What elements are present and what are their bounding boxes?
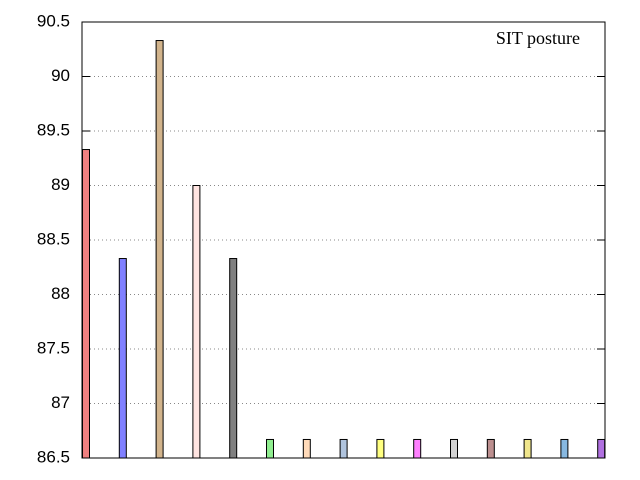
bar: [155, 40, 164, 459]
y-tick-label: 90: [51, 66, 70, 85]
bar: [486, 438, 495, 459]
bar: [376, 438, 385, 459]
y-tick-label: 87.5: [37, 338, 70, 357]
y-tick-label: 88: [51, 284, 70, 303]
bar: [118, 258, 127, 459]
y-tick-label: 89.5: [37, 120, 70, 139]
bar: [339, 438, 348, 459]
bar: [192, 185, 201, 459]
y-tick-label: 88.5: [37, 229, 70, 248]
bar: [523, 438, 532, 459]
bar: [597, 438, 606, 459]
bar: [560, 438, 569, 459]
y-tick-label: 89: [51, 175, 70, 194]
y-tick-label: 90.5: [37, 11, 70, 30]
plot-border: [81, 21, 606, 459]
bar: [229, 258, 238, 459]
bar: [450, 438, 458, 459]
bar: [302, 438, 311, 459]
chart-title: SIT posture: [496, 28, 580, 48]
bar: [266, 438, 274, 459]
bar: [413, 438, 422, 459]
y-tick-label: 87: [51, 393, 70, 412]
y-tick-label: 86.5: [37, 447, 70, 466]
bar: [82, 149, 90, 459]
